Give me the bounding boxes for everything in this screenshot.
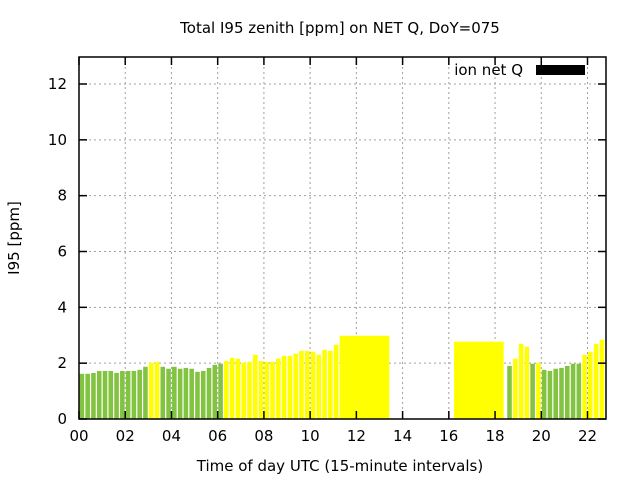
bar <box>154 361 160 419</box>
bar <box>224 360 229 419</box>
x-tick-label: 00 <box>69 427 88 445</box>
bar <box>582 354 587 419</box>
bar <box>206 367 212 419</box>
bar <box>276 358 281 419</box>
bar <box>166 368 171 419</box>
bar <box>137 369 142 419</box>
bar <box>252 354 258 419</box>
bar <box>79 373 85 419</box>
bar <box>293 353 298 419</box>
bar <box>576 363 582 419</box>
bar <box>322 349 327 419</box>
bar <box>530 363 535 419</box>
bar <box>200 370 206 419</box>
gridlines <box>79 57 606 419</box>
bar <box>241 362 246 419</box>
legend-swatch <box>536 65 585 75</box>
bar <box>218 363 223 419</box>
legend: ion net Q <box>454 61 585 79</box>
y-tick-label: 10 <box>48 131 67 149</box>
x-tick-label: 02 <box>116 427 135 445</box>
x-tick-label: 16 <box>439 427 458 445</box>
bar <box>195 371 200 419</box>
bar <box>536 362 541 419</box>
bar <box>547 370 553 419</box>
bar <box>212 364 218 419</box>
bar <box>85 373 90 419</box>
bar <box>328 350 333 419</box>
bar <box>258 360 264 419</box>
bar <box>281 355 287 419</box>
bar <box>120 370 125 419</box>
bar <box>96 370 102 419</box>
bar <box>102 370 108 419</box>
bar <box>247 361 252 419</box>
bar <box>559 367 564 419</box>
bar <box>189 368 194 419</box>
plot-frame <box>78 56 607 420</box>
bar <box>310 351 316 419</box>
bar <box>299 350 304 419</box>
bar <box>148 362 154 419</box>
bar <box>339 335 390 419</box>
y-tick-label: 0 <box>57 410 67 428</box>
bar <box>507 365 512 419</box>
bar <box>183 367 189 419</box>
bar <box>593 343 599 419</box>
bar <box>588 351 593 419</box>
x-tick-label: 06 <box>208 427 227 445</box>
y-tick-label: 4 <box>57 298 67 316</box>
bar <box>264 361 270 419</box>
bar <box>316 354 322 419</box>
bar <box>229 357 235 419</box>
x-axis-label: Time of day UTC (15-minute intervals) <box>196 457 483 475</box>
bar <box>518 343 524 419</box>
bar <box>512 358 518 419</box>
bar <box>131 370 137 419</box>
bar <box>304 350 310 419</box>
x-tick-label: 20 <box>532 427 551 445</box>
x-tick-label: 08 <box>254 427 273 445</box>
chart-title: Total I95 zenith [ppm] on NET Q, DoY=075 <box>179 19 500 37</box>
bar <box>287 355 293 419</box>
bar <box>553 368 559 419</box>
bar <box>524 346 530 419</box>
bar <box>172 366 177 419</box>
bar <box>91 372 96 419</box>
x-tick-label: 10 <box>301 427 320 445</box>
x-tick-label: 14 <box>393 427 412 445</box>
bar <box>333 344 339 419</box>
x-tick-label: 18 <box>486 427 505 445</box>
bar <box>454 341 504 419</box>
bar <box>599 339 605 419</box>
x-tick-label: 22 <box>578 427 597 445</box>
y-tick-label: 8 <box>57 187 67 205</box>
y-tick-label: 6 <box>57 243 67 261</box>
bars <box>79 335 607 419</box>
bar <box>270 361 275 419</box>
y-axis-label: I95 [ppm] <box>5 201 23 275</box>
bar <box>114 372 119 419</box>
bar <box>108 370 114 419</box>
legend-label: ion net Q <box>454 61 523 79</box>
x-tick-label: 04 <box>162 427 181 445</box>
x-tick-label: 12 <box>347 427 366 445</box>
y-tick-label: 2 <box>57 354 67 372</box>
bar <box>160 366 166 419</box>
bar <box>143 366 148 419</box>
bar <box>235 358 241 419</box>
bar <box>570 363 576 419</box>
bar <box>541 369 547 419</box>
bar <box>125 370 131 419</box>
bar <box>564 365 570 419</box>
bar <box>177 368 183 419</box>
y-tick-label: 12 <box>48 75 67 93</box>
